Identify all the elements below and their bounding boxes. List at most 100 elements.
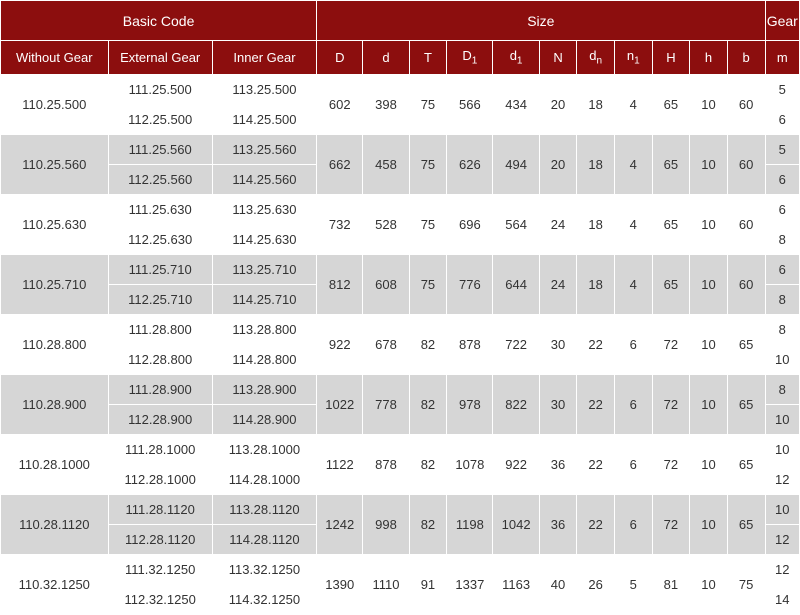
cell-b: 65: [727, 495, 765, 555]
cell-inner-gear: 113.25.630: [212, 195, 316, 225]
cell-external-gear: 112.32.1250: [108, 585, 212, 615]
table-row: 110.28.1120111.28.1120113.28.11201242998…: [1, 495, 800, 525]
cell-b: 65: [727, 375, 765, 435]
cell-N: 24: [539, 255, 577, 315]
cell-without-gear: 110.28.900: [1, 375, 109, 435]
cell-m: 6: [765, 195, 800, 225]
table-row: 110.25.710111.25.710113.25.7108126087577…: [1, 255, 800, 285]
cell-N: 40: [539, 555, 577, 615]
col-h: h: [690, 41, 728, 75]
cell-n1: 4: [614, 75, 652, 135]
cell-h: 10: [690, 315, 728, 375]
cell-inner-gear: 114.28.800: [212, 345, 316, 375]
cell-external-gear: 112.25.710: [108, 285, 212, 315]
col-n1: n1: [614, 41, 652, 75]
table-row: 110.25.630111.25.630113.25.6307325287569…: [1, 195, 800, 225]
cell-dn: 22: [577, 495, 615, 555]
cell-n1: 4: [614, 135, 652, 195]
cell-d1: 722: [493, 315, 539, 375]
cell-external-gear: 112.28.1120: [108, 525, 212, 555]
cell-inner-gear: 114.28.1120: [212, 525, 316, 555]
cell-d1: 1163: [493, 555, 539, 615]
cell-inner-gear: 113.32.1250: [212, 555, 316, 585]
cell-D: 602: [317, 75, 363, 135]
cell-external-gear: 111.25.560: [108, 135, 212, 165]
cell-dn: 18: [577, 135, 615, 195]
cell-d1: 1042: [493, 495, 539, 555]
table-header: Basic Code Size Gear Without Gear Extern…: [1, 1, 800, 75]
col-N: N: [539, 41, 577, 75]
col-inner-gear: Inner Gear: [212, 41, 316, 75]
cell-d1: 434: [493, 75, 539, 135]
cell-N: 36: [539, 435, 577, 495]
cell-inner-gear: 114.25.560: [212, 165, 316, 195]
cell-without-gear: 110.25.560: [1, 135, 109, 195]
cell-external-gear: 112.28.1000: [108, 465, 212, 495]
cell-T: 75: [409, 255, 447, 315]
cell-d: 998: [363, 495, 409, 555]
cell-H: 65: [652, 195, 690, 255]
cell-D1: 978: [447, 375, 493, 435]
cell-m: 14: [765, 585, 800, 615]
cell-dn: 22: [577, 315, 615, 375]
cell-external-gear: 111.28.1000: [108, 435, 212, 465]
cell-N: 24: [539, 195, 577, 255]
cell-D1: 626: [447, 135, 493, 195]
cell-m: 10: [765, 495, 800, 525]
cell-T: 82: [409, 315, 447, 375]
cell-D1: 566: [447, 75, 493, 135]
cell-dn: 22: [577, 375, 615, 435]
cell-h: 10: [690, 195, 728, 255]
cell-d1: 922: [493, 435, 539, 495]
cell-N: 30: [539, 375, 577, 435]
cell-h: 10: [690, 375, 728, 435]
cell-m: 10: [765, 405, 800, 435]
cell-m: 12: [765, 555, 800, 585]
cell-m: 6: [765, 105, 800, 135]
cell-without-gear: 110.25.500: [1, 75, 109, 135]
cell-T: 82: [409, 435, 447, 495]
col-m: m: [765, 41, 800, 75]
cell-N: 36: [539, 495, 577, 555]
cell-external-gear: 111.28.900: [108, 375, 212, 405]
cell-n1: 6: [614, 435, 652, 495]
cell-d: 398: [363, 75, 409, 135]
cell-H: 72: [652, 315, 690, 375]
cell-n1: 6: [614, 315, 652, 375]
cell-d: 778: [363, 375, 409, 435]
cell-inner-gear: 114.25.500: [212, 105, 316, 135]
cell-h: 10: [690, 135, 728, 195]
cell-n1: 4: [614, 255, 652, 315]
header-size: Size: [317, 1, 765, 41]
cell-D1: 776: [447, 255, 493, 315]
cell-m: 6: [765, 165, 800, 195]
cell-b: 60: [727, 135, 765, 195]
cell-without-gear: 110.28.800: [1, 315, 109, 375]
cell-H: 72: [652, 495, 690, 555]
cell-T: 75: [409, 195, 447, 255]
cell-H: 65: [652, 255, 690, 315]
cell-m: 8: [765, 375, 800, 405]
table-row: 110.25.560111.25.560113.25.5606624587562…: [1, 135, 800, 165]
cell-h: 10: [690, 435, 728, 495]
cell-N: 30: [539, 315, 577, 375]
cell-dn: 18: [577, 75, 615, 135]
col-external-gear: External Gear: [108, 41, 212, 75]
cell-inner-gear: 114.32.1250: [212, 585, 316, 615]
cell-n1: 6: [614, 375, 652, 435]
cell-b: 60: [727, 255, 765, 315]
cell-T: 82: [409, 495, 447, 555]
cell-d: 608: [363, 255, 409, 315]
cell-inner-gear: 113.28.800: [212, 315, 316, 345]
cell-D1: 1337: [447, 555, 493, 615]
header-gear: Gear: [765, 1, 800, 41]
cell-D1: 1078: [447, 435, 493, 495]
cell-n1: 6: [614, 495, 652, 555]
table-row: 110.28.1000111.28.1000113.28.10001122878…: [1, 435, 800, 465]
col-d1: d1: [493, 41, 539, 75]
cell-D: 662: [317, 135, 363, 195]
col-d: d: [363, 41, 409, 75]
cell-D: 812: [317, 255, 363, 315]
cell-external-gear: 111.28.1120: [108, 495, 212, 525]
cell-dn: 18: [577, 195, 615, 255]
